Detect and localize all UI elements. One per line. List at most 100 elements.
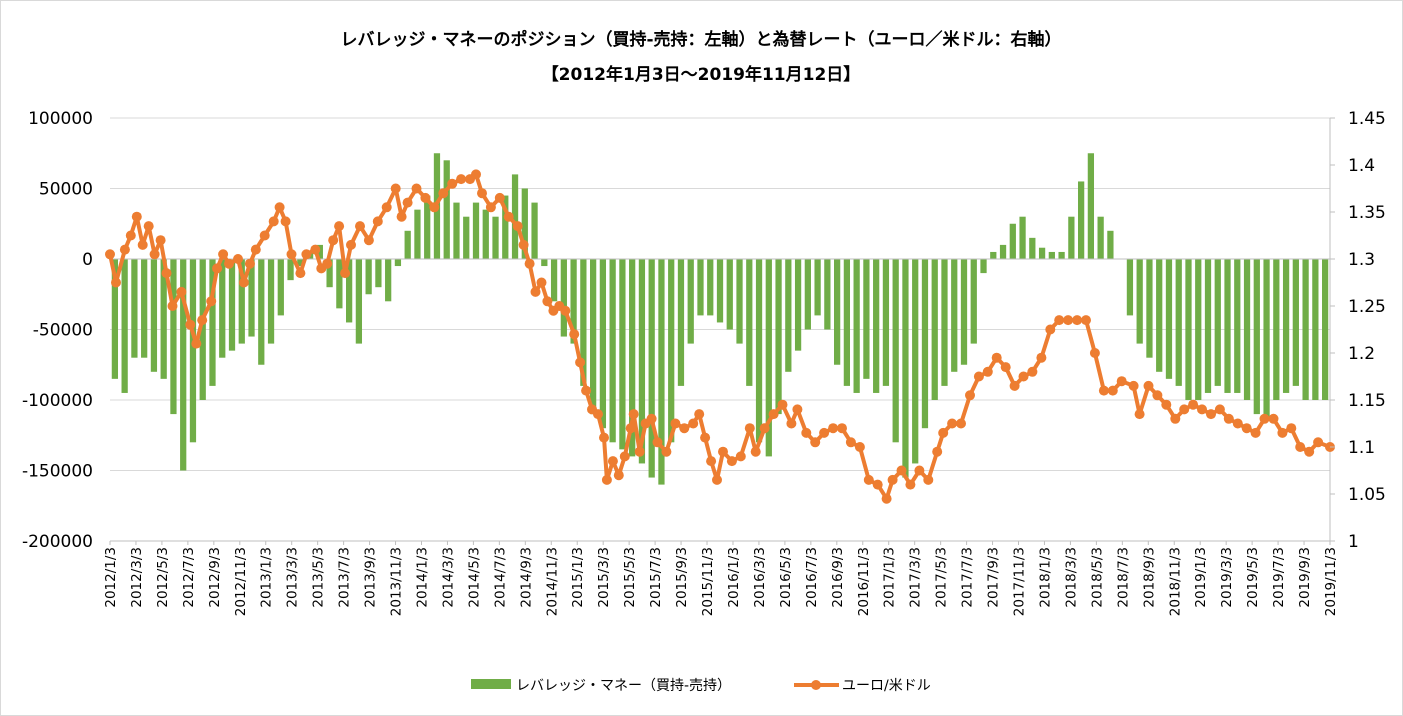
line-marker xyxy=(429,202,440,213)
line-marker xyxy=(1313,437,1324,448)
line-marker xyxy=(786,418,797,429)
line-marker xyxy=(390,183,401,194)
line-marker xyxy=(372,216,383,227)
bar xyxy=(550,259,558,302)
bar xyxy=(180,259,187,471)
bar xyxy=(1038,247,1046,259)
line-marker xyxy=(518,239,529,250)
line-marker xyxy=(477,188,487,199)
line-marker xyxy=(607,456,618,467)
line-marker xyxy=(119,244,130,255)
x-axis-ticks: 2012/1/3 2012/3/3 2012/5/3 2012/7/3 2012/9/3… xyxy=(103,541,1339,616)
bar xyxy=(931,259,938,400)
line-marker xyxy=(1128,380,1139,391)
bar xyxy=(668,259,675,443)
line-marker xyxy=(218,249,229,260)
x-tick-label: 2013/9/3 xyxy=(363,547,379,608)
line-marker xyxy=(346,239,356,250)
line-marker xyxy=(991,352,1002,363)
x-tick-label: 2013/7/3 xyxy=(337,547,353,608)
line-marker xyxy=(810,437,821,448)
bar xyxy=(873,259,880,393)
x-tick-label: 2012/9/3 xyxy=(207,547,223,608)
x-tick-label: 2019/3/3 xyxy=(1219,547,1235,608)
right-axis-ticks: 1.45 1.4 1.35 1.3 1.25 1.2 1.15 1.1 1.05 1 xyxy=(1330,109,1386,552)
line-marker xyxy=(792,404,803,415)
line-marker xyxy=(956,418,966,429)
line-marker xyxy=(854,442,865,452)
line-marker xyxy=(155,235,166,246)
bar xyxy=(1107,230,1114,259)
x-tick-label: 2016/1/3 xyxy=(726,547,742,608)
line-marker xyxy=(1295,442,1306,452)
bar xyxy=(1263,259,1270,422)
bar xyxy=(365,259,372,295)
x-tick-label: 2013/5/3 xyxy=(311,547,327,608)
x-tick-label: 2018/7/3 xyxy=(1115,547,1131,608)
line-marker xyxy=(881,493,892,504)
line-marker xyxy=(268,216,279,227)
x-tick-label: 2017/5/3 xyxy=(934,547,950,608)
legend-marker-line xyxy=(811,680,821,690)
x-tick-label: 2014/7/3 xyxy=(492,547,508,608)
line-marker xyxy=(149,249,160,260)
bar xyxy=(1087,153,1095,259)
legend: レバレッジ・マネー（買持-売持） ユーロ/米ドル xyxy=(471,678,931,694)
line-marker xyxy=(1000,362,1011,373)
line-marker xyxy=(1045,324,1056,335)
x-tick-label: 2019/11/3 xyxy=(1323,547,1339,616)
line-marker xyxy=(819,427,830,438)
x-tick-label: 2019/7/3 xyxy=(1271,547,1287,608)
x-tick-label: 2015/11/3 xyxy=(700,547,716,616)
line-marker xyxy=(599,432,609,443)
legend-label-line: ユーロ/米ドル xyxy=(842,678,931,694)
bar xyxy=(1009,223,1016,259)
line-marker xyxy=(1268,413,1279,424)
bar xyxy=(336,259,343,309)
line-marker xyxy=(161,268,172,279)
right-tick-label: 1.2 xyxy=(1348,344,1375,364)
bar xyxy=(355,259,363,344)
axes xyxy=(110,118,1331,542)
bar xyxy=(755,259,763,443)
line-marker xyxy=(1188,399,1199,410)
bar xyxy=(765,259,772,457)
line-marker xyxy=(310,244,321,255)
bar xyxy=(443,160,450,259)
bar xyxy=(1136,259,1143,344)
bar xyxy=(1068,216,1075,259)
line-marker xyxy=(593,409,603,420)
line-marker xyxy=(750,446,761,457)
line-marker xyxy=(932,446,943,457)
bar xyxy=(326,259,333,288)
line-marker xyxy=(402,197,413,208)
line-marker xyxy=(111,277,121,288)
bar xyxy=(1078,181,1085,259)
bar xyxy=(658,259,665,485)
bar xyxy=(150,259,158,372)
bar xyxy=(941,259,948,386)
bar xyxy=(824,259,831,330)
bar xyxy=(590,259,597,415)
line-marker xyxy=(1161,399,1172,410)
x-tick-label: 2016/3/3 xyxy=(752,547,768,608)
line-marker xyxy=(863,474,874,485)
bar xyxy=(902,259,909,478)
x-tick-label: 2018/1/3 xyxy=(1038,547,1054,608)
left-tick-label: 0 xyxy=(82,250,93,270)
line-marker xyxy=(569,329,580,340)
x-tick-label: 2016/7/3 xyxy=(804,547,820,608)
line-marker xyxy=(1170,413,1181,424)
x-tick-label: 2014/1/3 xyxy=(415,547,431,608)
bar xyxy=(1214,259,1221,386)
line-marker xyxy=(191,338,202,349)
line-marker xyxy=(512,221,523,232)
bar xyxy=(785,259,792,372)
line-marker xyxy=(340,268,351,279)
line-marker xyxy=(485,202,496,213)
bar xyxy=(1048,251,1055,259)
bar xyxy=(677,259,685,386)
bar xyxy=(170,259,177,415)
